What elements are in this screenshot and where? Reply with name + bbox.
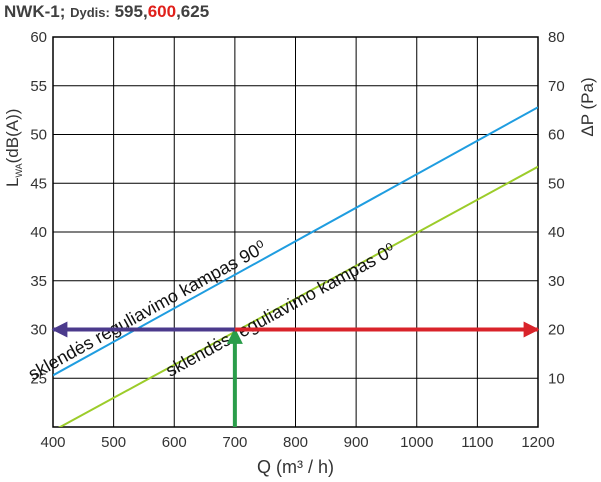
y-right-tick-label: 10 — [548, 370, 565, 387]
y-left-tick-label: 55 — [30, 78, 47, 95]
y-left-axis-label: LWA(dB(A)) — [3, 109, 24, 187]
x-tick-label: 1000 — [400, 434, 433, 451]
y-left-tick-label: 35 — [30, 273, 47, 290]
size-option-selected: 600 — [147, 2, 177, 21]
x-tick-label: 1200 — [521, 434, 554, 451]
model-name: NWK-1; — [4, 2, 66, 21]
y-right-tick-label: 70 — [548, 78, 565, 95]
x-tick-label: 1100 — [461, 434, 493, 451]
y-right-tick-label: 60 — [548, 127, 565, 144]
size-option-3: ,625 — [176, 2, 210, 21]
y-right-tick-label: 80 — [548, 29, 565, 46]
y-left-tick-label: 25 — [30, 370, 47, 387]
size-label: Dydis: — [70, 5, 110, 20]
y-right-axis-label: ΔP (Pa) — [578, 77, 597, 136]
x-tick-label: 800 — [283, 434, 308, 451]
series-label-0: sklendės reguliavimo kampas 0⁰ — [162, 240, 398, 381]
x-tick-label: 500 — [101, 434, 126, 451]
y-right-tick-label: 40 — [548, 224, 565, 241]
x-tick-label: 600 — [162, 434, 187, 451]
y-right-tick-label: 20 — [548, 322, 565, 339]
size-option-1: 595, — [114, 2, 148, 21]
y-right-tick-label: 30 — [548, 273, 565, 290]
chart-title: NWK-1; Dydis: 595,600,625 — [4, 2, 209, 22]
y-left-tick-label: 40 — [30, 224, 47, 241]
plot-frame — [52, 36, 539, 428]
x-axis-label: Q (m³ / h) — [257, 457, 334, 477]
y-left-tick-label: 45 — [30, 175, 47, 192]
y-left-tick-label: 50 — [30, 127, 47, 144]
x-tick-label: 400 — [40, 434, 65, 451]
line-series-0 — [58, 165, 538, 427]
x-tick-label: 700 — [222, 434, 247, 451]
y-left-tick-label: 30 — [30, 322, 47, 339]
x-tick-label: 900 — [344, 434, 369, 451]
y-left-tick-label: 60 — [30, 29, 47, 46]
series-label-90: sklendės reguliavimo kampas 90⁰ — [25, 237, 270, 384]
y-right-tick-label: 50 — [548, 175, 565, 192]
